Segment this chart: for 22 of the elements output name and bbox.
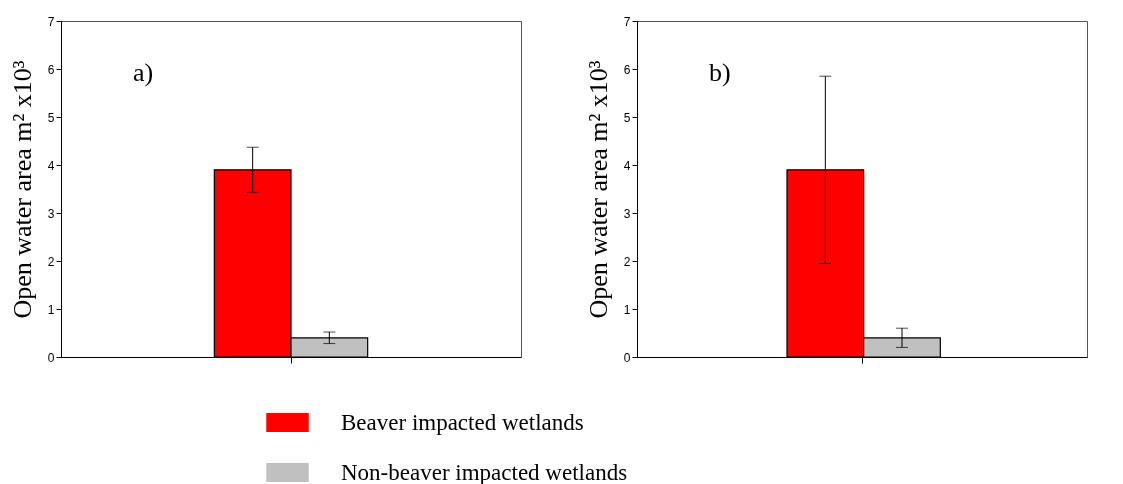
- y-tick-label: 1: [623, 302, 631, 317]
- y-tick-label: 4: [47, 158, 55, 173]
- y-tick-label: 7: [47, 14, 55, 29]
- y-tick-label: 7: [623, 14, 631, 29]
- y-tick-label: 0: [47, 350, 55, 365]
- y-tick-label: 4: [623, 158, 631, 173]
- y-tick-label: 2: [623, 254, 631, 269]
- annotation: a): [133, 58, 154, 87]
- y-tick-label: 3: [47, 206, 55, 221]
- y-axis-title: Open water area m² x10³: [583, 60, 613, 319]
- y-axis-title: Open water area m² x10³: [7, 60, 37, 319]
- y-tick-label: 0: [623, 350, 631, 365]
- y-tick-label: 6: [623, 62, 631, 77]
- y-tick-label: 3: [623, 206, 631, 221]
- legend-label: Beaver impacted wetlands: [341, 409, 584, 435]
- annotation: b): [709, 58, 731, 87]
- y-tick-label: 1: [47, 302, 55, 317]
- y-tick-label: 5: [623, 110, 631, 125]
- y-tick-label: 2: [47, 254, 55, 269]
- legend-label: Non-beaver impacted wetlands: [341, 459, 628, 484]
- y-tick-label: 6: [47, 62, 55, 77]
- y-tick-label: 5: [47, 110, 55, 125]
